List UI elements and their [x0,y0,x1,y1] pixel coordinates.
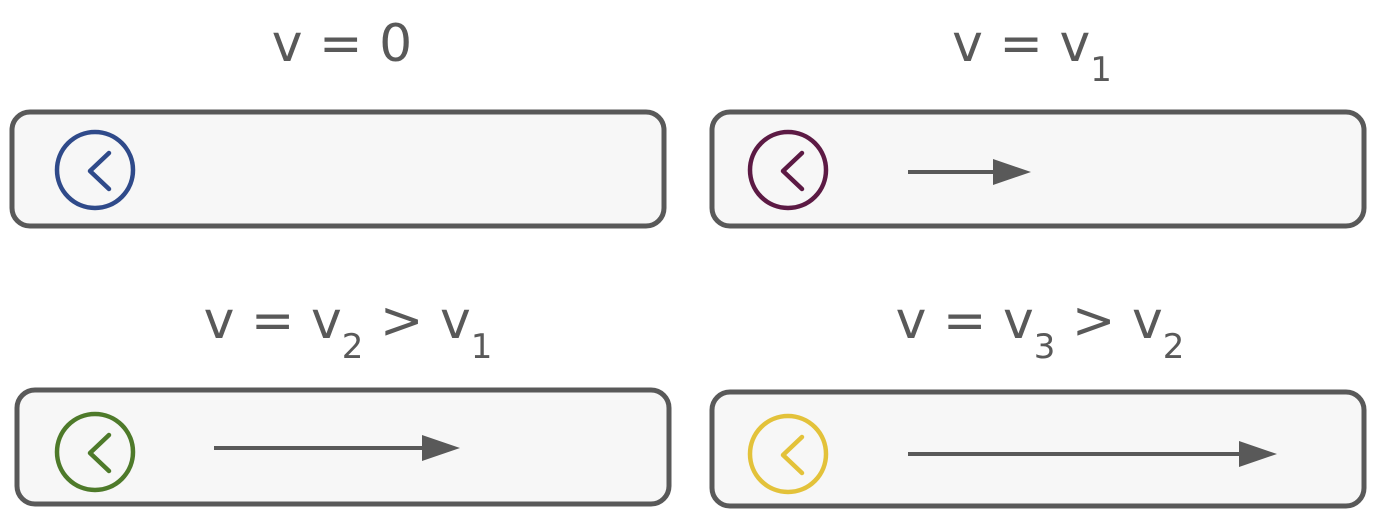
velocity-arrow [908,441,1277,467]
panel-label: v = 0 [272,14,413,74]
panel-label: v = v1 [952,14,1112,90]
panel-rest: v = 0 [9,14,667,229]
panel-v2: v = v2 > v1 [14,291,672,507]
clock-icon [54,411,136,493]
panel-label: v = v3 > v2 [896,291,1185,367]
velocity-arrow [214,435,460,461]
clock-icon [747,413,829,495]
panel-v1: v = v1 [709,14,1367,229]
velocity-arrow [908,159,1031,185]
panel-v3: v = v3 > v2 [709,291,1367,509]
arrow-head [422,435,460,461]
clock-icon [54,129,136,211]
arrow-head [993,159,1031,185]
frame-box [9,109,667,229]
panel-label: v = v2 > v1 [204,291,493,367]
frame-box [709,109,1367,229]
frame-box [709,389,1367,509]
arrow-head [1239,441,1277,467]
clock-icon [747,129,829,211]
